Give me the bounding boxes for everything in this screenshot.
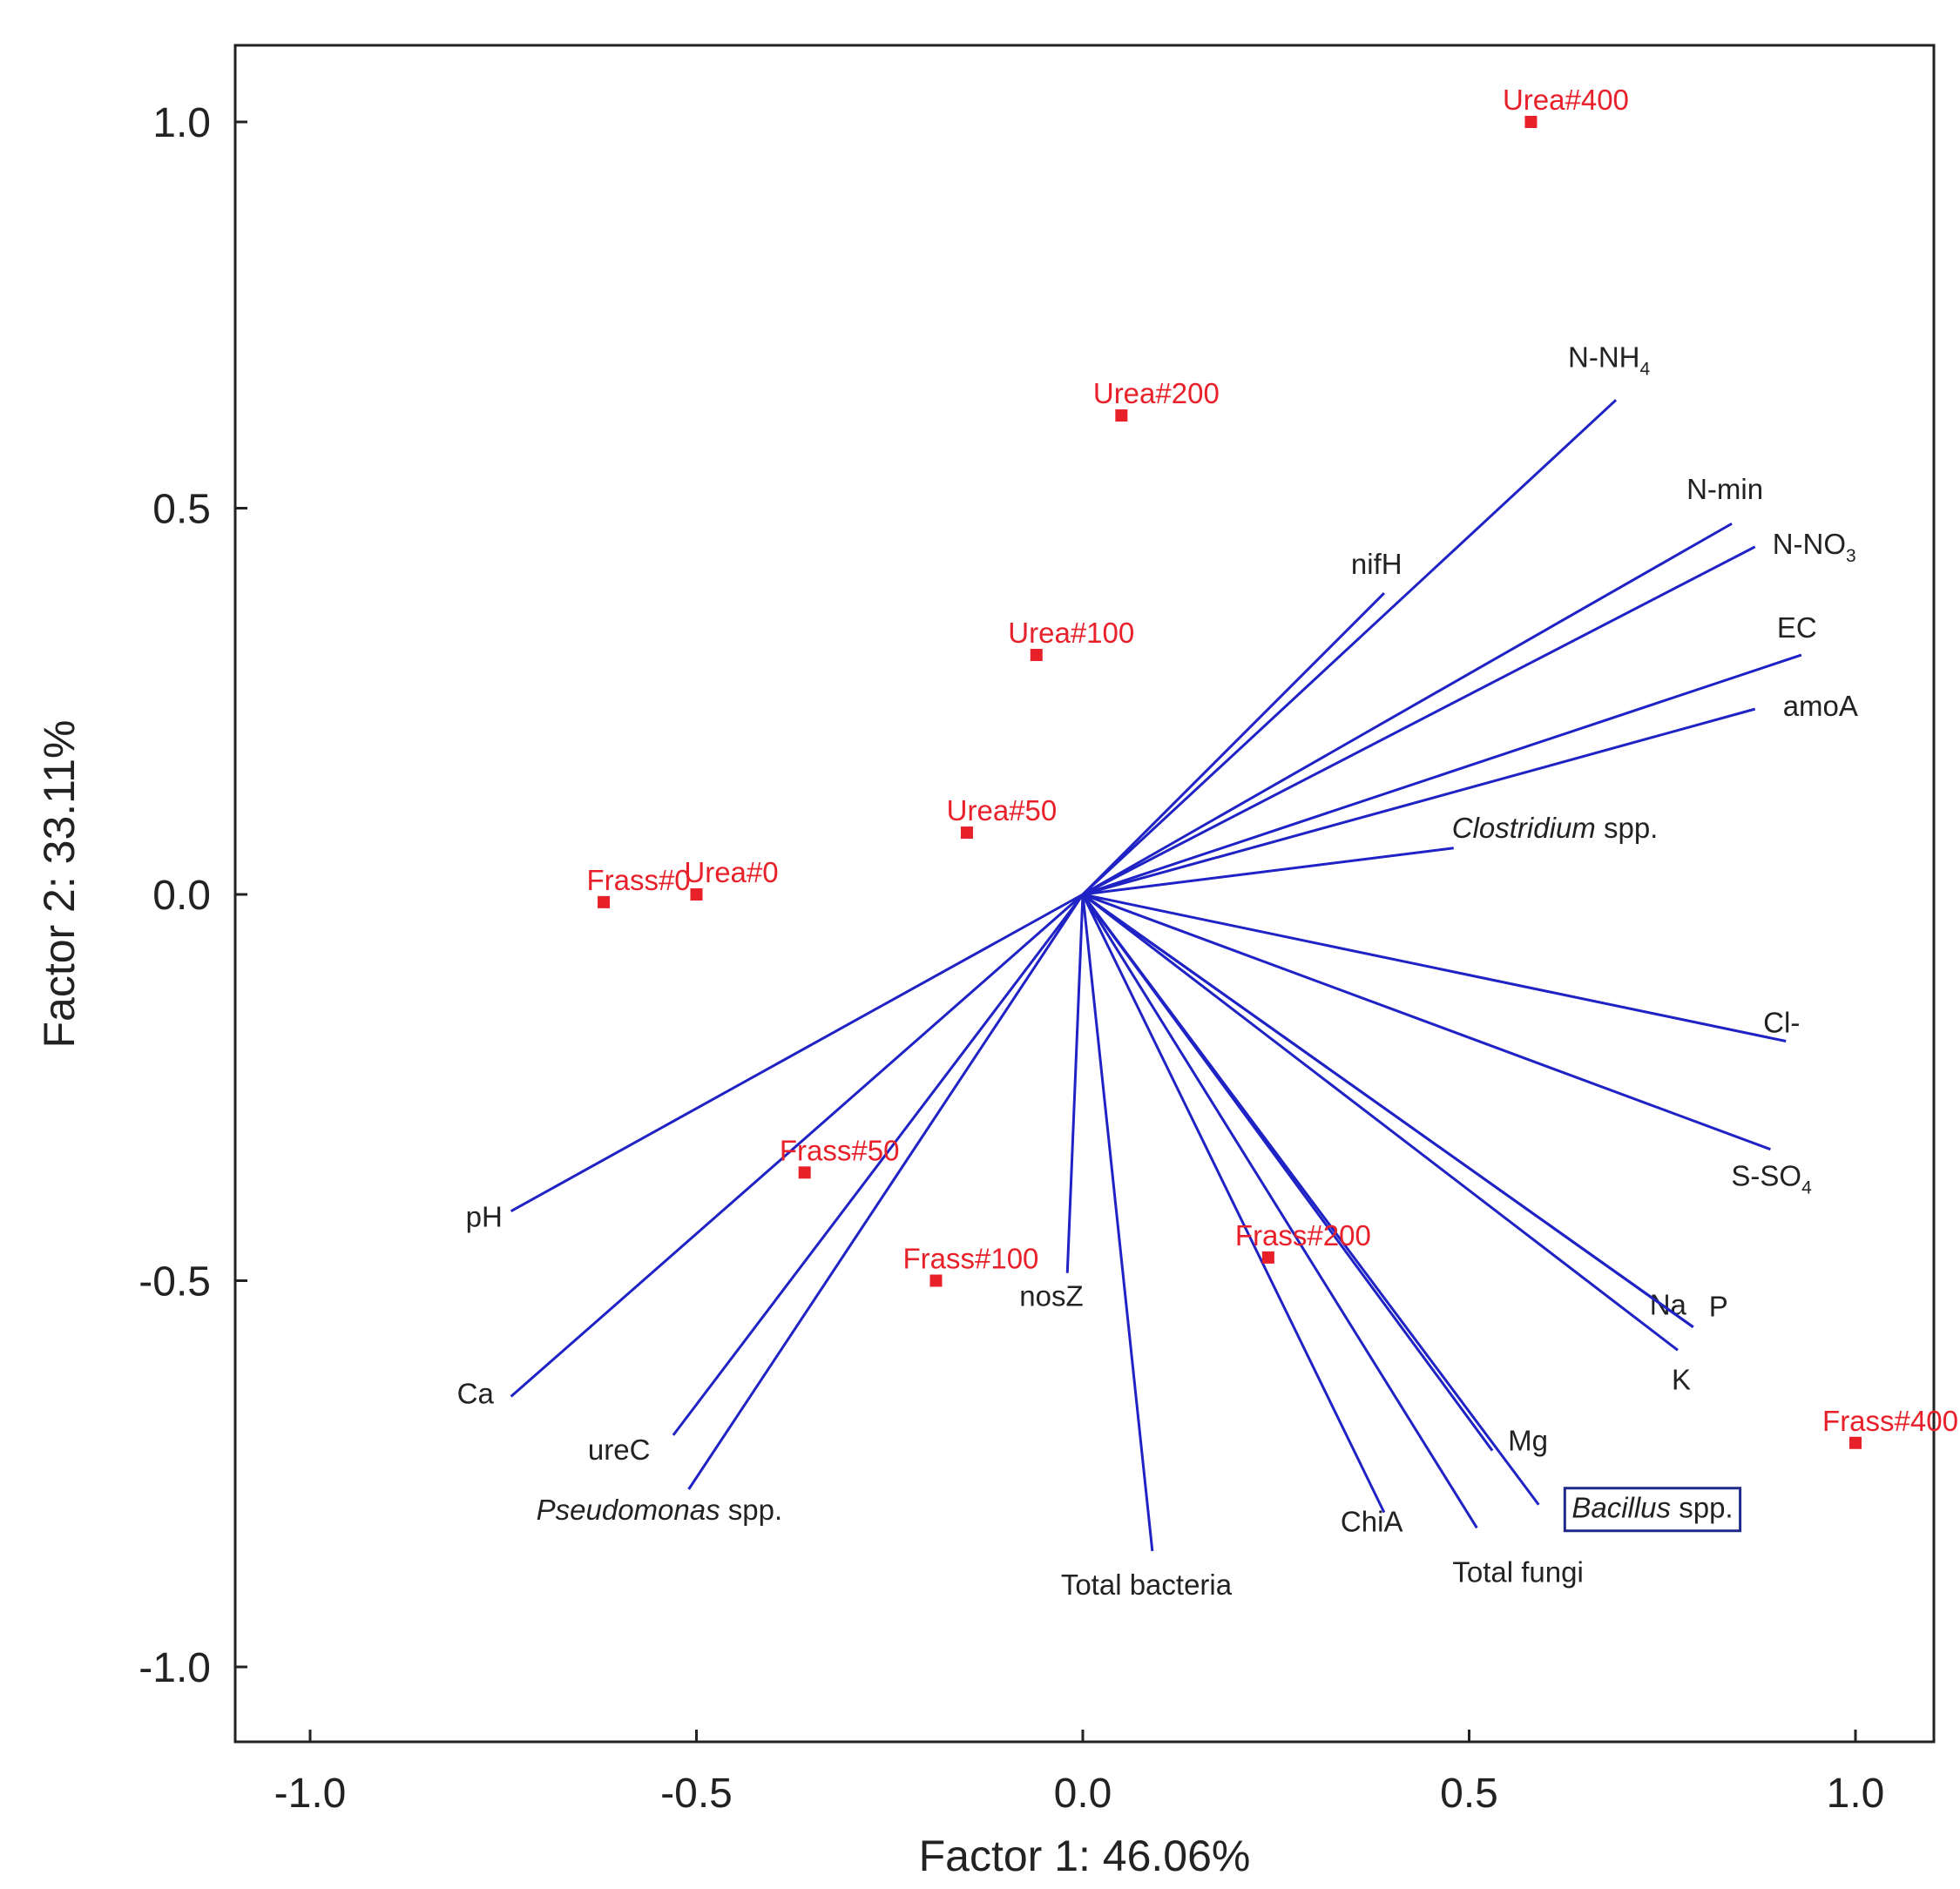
sample-points: Urea#400Urea#200Urea#100Urea#50Urea#0Fra… — [586, 84, 1958, 1449]
vector-label-total-fungi: Total fungi — [1452, 1555, 1583, 1588]
vector-cl — [1082, 893, 1787, 1042]
vector-total-bacteria — [1081, 894, 1154, 1552]
point-label-frass-100: Frass#100 — [903, 1243, 1039, 1275]
point-label-urea-50: Urea#50 — [947, 794, 1058, 826]
vector-label-na: Na — [1650, 1289, 1687, 1321]
vector-label-ca: Ca — [457, 1378, 495, 1410]
x-axis-title: Factor 1: 46.06% — [919, 1832, 1251, 1880]
vector-ec — [1082, 653, 1802, 896]
vector-k — [1082, 893, 1679, 1352]
point-label-frass-200: Frass#200 — [1235, 1219, 1371, 1251]
x-tick-label: -0.5 — [660, 1771, 733, 1817]
point-label-urea-100: Urea#100 — [1008, 617, 1134, 649]
point-frass-200 — [1261, 1251, 1274, 1264]
vector-label-urec: ureC — [588, 1434, 651, 1466]
point-label-frass-400: Frass#400 — [1822, 1405, 1958, 1437]
point-urea-400 — [1524, 116, 1538, 128]
y-tick-label: 1.0 — [152, 100, 211, 146]
x-tick-label: 0.5 — [1440, 1771, 1498, 1817]
vector-amoa — [1082, 707, 1756, 896]
point-urea-200 — [1115, 409, 1128, 422]
vector-label-s-so: S-SO4 — [1731, 1160, 1812, 1198]
vector-clostridium — [1082, 847, 1454, 896]
x-tick-label: 1.0 — [1827, 1771, 1885, 1817]
vector-label-chia: ChiA — [1341, 1506, 1403, 1538]
vector-ph — [510, 893, 1084, 1212]
vector-label-clostridium: Clostridium spp. — [1452, 812, 1659, 844]
vector-label-k: K — [1672, 1363, 1691, 1395]
y-tick-label: -0.5 — [139, 1259, 211, 1305]
point-frass-0 — [598, 895, 611, 908]
point-urea-50 — [960, 826, 973, 840]
vector-label-n-no: N-NO3 — [1773, 528, 1856, 566]
vector-label-cl: Cl- — [1763, 1007, 1800, 1039]
vector-label-p: P — [1709, 1291, 1728, 1323]
point-frass-50 — [798, 1166, 811, 1179]
point-urea-100 — [1030, 649, 1043, 662]
vector-label-mg: Mg — [1508, 1425, 1548, 1457]
x-axis: -1.0 -0.5 0.0 0.5 1.0 — [274, 1730, 1885, 1817]
point-label-frass-0: Frass#0 — [586, 864, 690, 896]
vector-p — [1082, 893, 1694, 1328]
vector-nosz — [1065, 894, 1085, 1273]
vector-label-n-min: N-min — [1686, 473, 1763, 505]
vector-label-ec: EC — [1777, 611, 1817, 644]
vector-label-nifh: nifH — [1351, 548, 1402, 580]
point-label-urea-400: Urea#400 — [1503, 84, 1629, 116]
point-label-frass-50: Frass#50 — [780, 1134, 900, 1166]
vector-label-pseudomonas: Pseudomonas spp. — [537, 1494, 783, 1526]
x-tick-label: 0.0 — [1054, 1771, 1112, 1817]
vector-label-amoa: amoA — [1783, 690, 1858, 722]
vector-ca — [510, 893, 1084, 1398]
vector-urec — [672, 894, 1085, 1436]
vector-label-bacillus: Bacillus spp. — [1571, 1492, 1733, 1524]
y-tick-label: 0.0 — [152, 873, 211, 919]
point-label-urea-200: Urea#200 — [1093, 377, 1220, 409]
point-frass-400 — [1849, 1436, 1862, 1449]
point-label-urea-0: Urea#0 — [684, 856, 778, 888]
vector-label-nosz: nosZ — [1019, 1280, 1083, 1312]
vector-label-ph: pH — [466, 1201, 503, 1233]
vector-n-no — [1082, 545, 1756, 896]
y-axis: 1.0 0.5 0.0 -0.5 -1.0 — [139, 100, 247, 1691]
vector-label-n-nh: N-NH4 — [1568, 341, 1650, 379]
point-urea-0 — [690, 888, 703, 901]
point-frass-100 — [929, 1274, 943, 1287]
vector-chia — [1081, 894, 1386, 1514]
vector-bacillus — [1081, 894, 1540, 1506]
vector-total-fungi — [1081, 894, 1478, 1529]
vector-label-total-bacteria: Total bacteria — [1061, 1569, 1233, 1601]
vector-nifh — [1081, 592, 1385, 896]
y-axis-title: Factor 2: 33.11% — [35, 719, 84, 1048]
vector-s-so — [1082, 893, 1771, 1151]
x-tick-label: -1.0 — [274, 1771, 347, 1817]
highlight-box — [1563, 1487, 1742, 1533]
vector-pseudomonas — [687, 894, 1085, 1490]
y-tick-label: 0.5 — [152, 487, 211, 533]
loading-vectors: N-NH4 N-min N-NO3 nifH EC amoA Clostridium spp… — [457, 341, 1858, 1601]
vector-n-min — [1082, 522, 1733, 896]
y-tick-label: -1.0 — [139, 1645, 211, 1691]
vector-n-nh — [1081, 399, 1618, 896]
